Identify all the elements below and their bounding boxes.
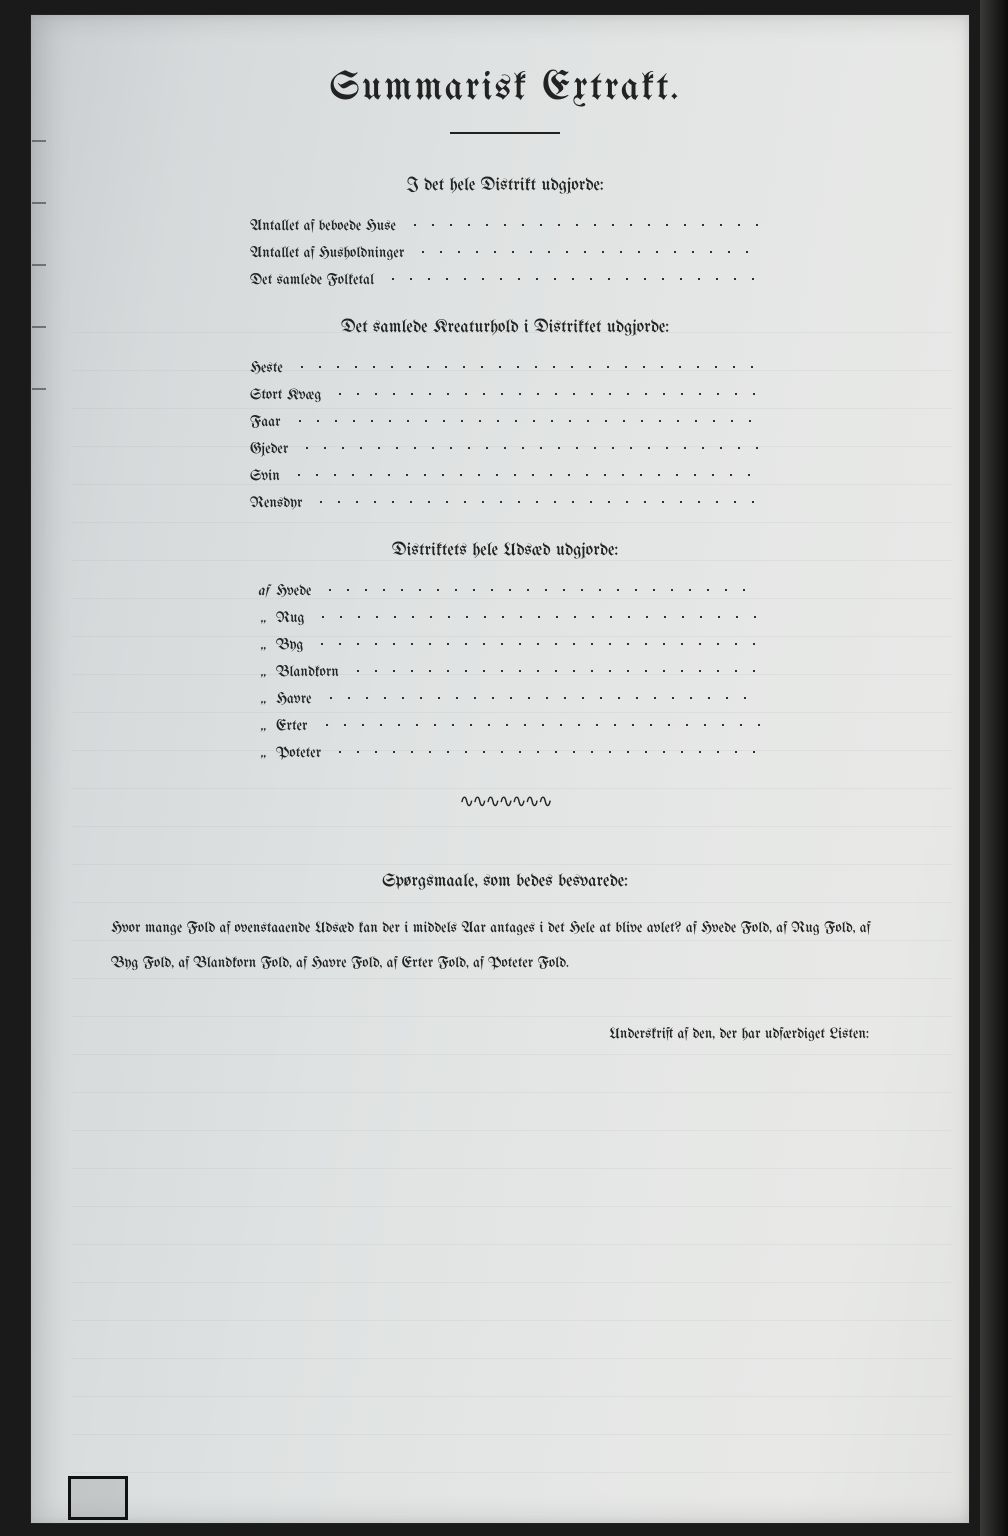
list-item: Faar [250, 411, 760, 430]
section2-heading: Det samlede Kreaturhold i Distriktet udg… [101, 318, 909, 337]
list-item: „Havre [250, 688, 760, 707]
item-label: Gjeder [250, 441, 288, 457]
dot-leader [322, 688, 760, 703]
dot-leader [312, 492, 760, 507]
questions-body: Hvor mange Fold af ovenstaaende Udsæd ka… [101, 911, 909, 980]
item-prefix: „ [250, 718, 276, 734]
item-label: Svin [250, 468, 280, 484]
dot-leader [331, 384, 760, 399]
list-item: Rensdyr [250, 492, 760, 511]
dot-leader [314, 607, 760, 622]
dot-leader [414, 242, 760, 257]
item-label: Erter [276, 718, 308, 734]
title-underline [450, 132, 560, 134]
signature-line: Underskrift af den, der har udfærdiget L… [101, 1026, 909, 1042]
item-prefix: af [250, 583, 276, 599]
dot-leader [298, 438, 760, 453]
item-label: Hvede [276, 583, 311, 599]
item-prefix: „ [250, 745, 276, 761]
section2-block: Heste Stort Kvæg Faar Gjeder Svin Rensdy… [250, 357, 760, 511]
item-label: Rensdyr [250, 495, 302, 511]
list-item: Det samlede Folketal [250, 269, 760, 288]
wavy-divider: ∿∿∿∿∿∿∿ [450, 791, 560, 812]
list-item: afHvede [250, 580, 760, 599]
page-title: Summarisk Extrakt. [101, 69, 909, 110]
dot-leader [291, 411, 760, 426]
item-label: Det samlede Folketal [250, 272, 374, 288]
dot-leader [290, 465, 760, 480]
dot-leader [406, 215, 760, 230]
list-item: Antallet af beboede Huse [250, 215, 760, 234]
section4-heading: Spørgsmaale, som bedes besvarede: [101, 872, 909, 891]
item-prefix: „ [250, 610, 276, 626]
item-label: Blandkorn [276, 664, 339, 680]
archive-clip [68, 1476, 128, 1520]
scan-edge-right [980, 0, 1008, 1536]
item-prefix: „ [250, 637, 276, 653]
item-prefix: „ [250, 664, 276, 680]
binding-ticks [32, 140, 46, 740]
list-item: Antallet af Husholdninger [250, 242, 760, 261]
item-label: Poteter [276, 745, 321, 761]
document-page: Summarisk Extrakt. I det hele Distrikt u… [30, 14, 970, 1524]
dot-leader [349, 661, 760, 676]
dot-leader [318, 715, 761, 730]
dot-leader [321, 580, 760, 595]
item-label: Antallet af beboede Huse [250, 218, 396, 234]
item-label: Faar [250, 414, 281, 430]
item-label: Antallet af Husholdninger [250, 245, 404, 261]
section3-block: afHvede „Rug „Byg „Blandkorn „Havre „Ert… [250, 580, 760, 761]
item-label: Byg [276, 637, 303, 653]
item-prefix: „ [250, 691, 276, 707]
list-item: „Erter [250, 715, 760, 734]
list-item: Svin [250, 465, 760, 484]
item-label: Heste [250, 360, 283, 376]
list-item: „Rug [250, 607, 760, 626]
section1-heading: I det hele Distrikt udgjorde: [101, 176, 909, 195]
dot-leader [313, 634, 760, 649]
item-label: Havre [276, 691, 312, 707]
section3-heading: Distriktets hele Udsæd udgjorde: [101, 541, 909, 560]
item-label: Rug [276, 610, 304, 626]
dot-leader [293, 357, 760, 372]
dot-leader [331, 742, 760, 757]
section1-block: Antallet af beboede Huse Antallet af Hus… [250, 215, 760, 288]
list-item: „Poteter [250, 742, 760, 761]
item-label: Stort Kvæg [250, 387, 321, 403]
list-item: Heste [250, 357, 760, 376]
list-item: „Byg [250, 634, 760, 653]
list-item: Stort Kvæg [250, 384, 760, 403]
list-item: „Blandkorn [250, 661, 760, 680]
list-item: Gjeder [250, 438, 760, 457]
dot-leader [384, 269, 760, 284]
